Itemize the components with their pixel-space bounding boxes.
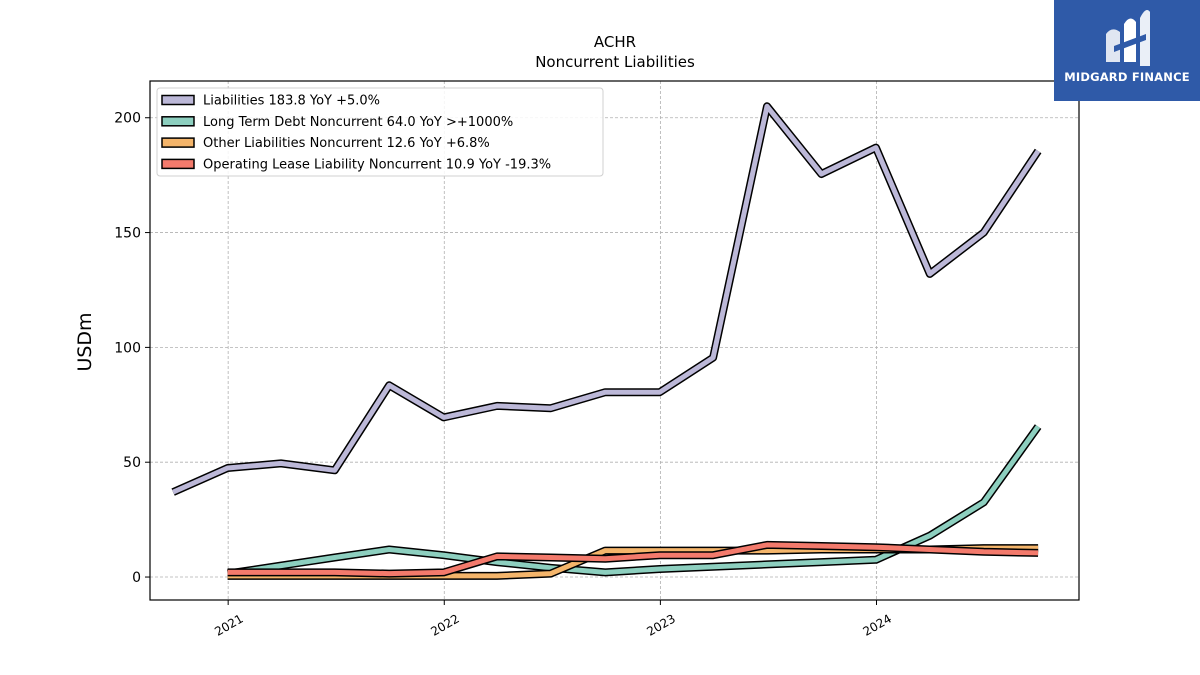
y-tick-label: 100 [114,340,141,356]
y-tick-label: 0 [132,570,141,586]
midgard-logo-icon [1106,10,1150,66]
legend-item[interactable]: Other Liabilities Noncurrent 12.6 YoY +6… [161,136,490,151]
series-layer [171,102,1042,580]
legend-label: Other Liabilities Noncurrent 12.6 YoY +6… [203,136,490,151]
y-tick-label: 50 [123,455,141,471]
plot-frame [149,80,1080,601]
legend-swatch [161,94,195,106]
chart-subtitle: Noncurrent Liabilities [535,53,695,71]
logo-text: MIDGARD FINANCE [1064,70,1190,84]
x-tick-label: 2021 [212,611,245,638]
series-0 [171,102,1042,496]
legend-label: Long Term Debt Noncurrent 64.0 YoY >+100… [203,115,513,130]
legend-swatch [161,158,195,170]
legend-label: Operating Lease Liability Noncurrent 10.… [203,157,551,172]
legend[interactable]: Liabilities 183.8 YoY +5.0% Long Term Deb… [156,87,604,177]
x-tick-label: 2024 [861,611,894,638]
legend-item[interactable]: Operating Lease Liability Noncurrent 10.… [161,157,551,172]
series-3 [227,540,1039,578]
legend-swatch [161,116,195,127]
y-tick-label: 200 [114,111,141,127]
legend-swatch [161,137,195,148]
legend-item[interactable]: Liabilities 183.8 YoY +5.0% [161,94,380,109]
legend-label: Liabilities 183.8 YoY +5.0% [203,94,380,109]
x-tick-label: 2022 [428,611,461,638]
chart-title: ACHR [594,33,636,51]
legend-item[interactable]: Long Term Debt Noncurrent 64.0 YoY >+100… [161,115,513,130]
series-line [172,103,1041,495]
brand-logo: MIDGARD FINANCE [1054,0,1200,101]
legend-box [156,87,604,177]
y-axis-label: USDm [74,312,96,371]
series-line [227,542,1039,577]
x-tick-label: 2023 [644,611,677,638]
y-tick-label: 150 [114,226,141,242]
